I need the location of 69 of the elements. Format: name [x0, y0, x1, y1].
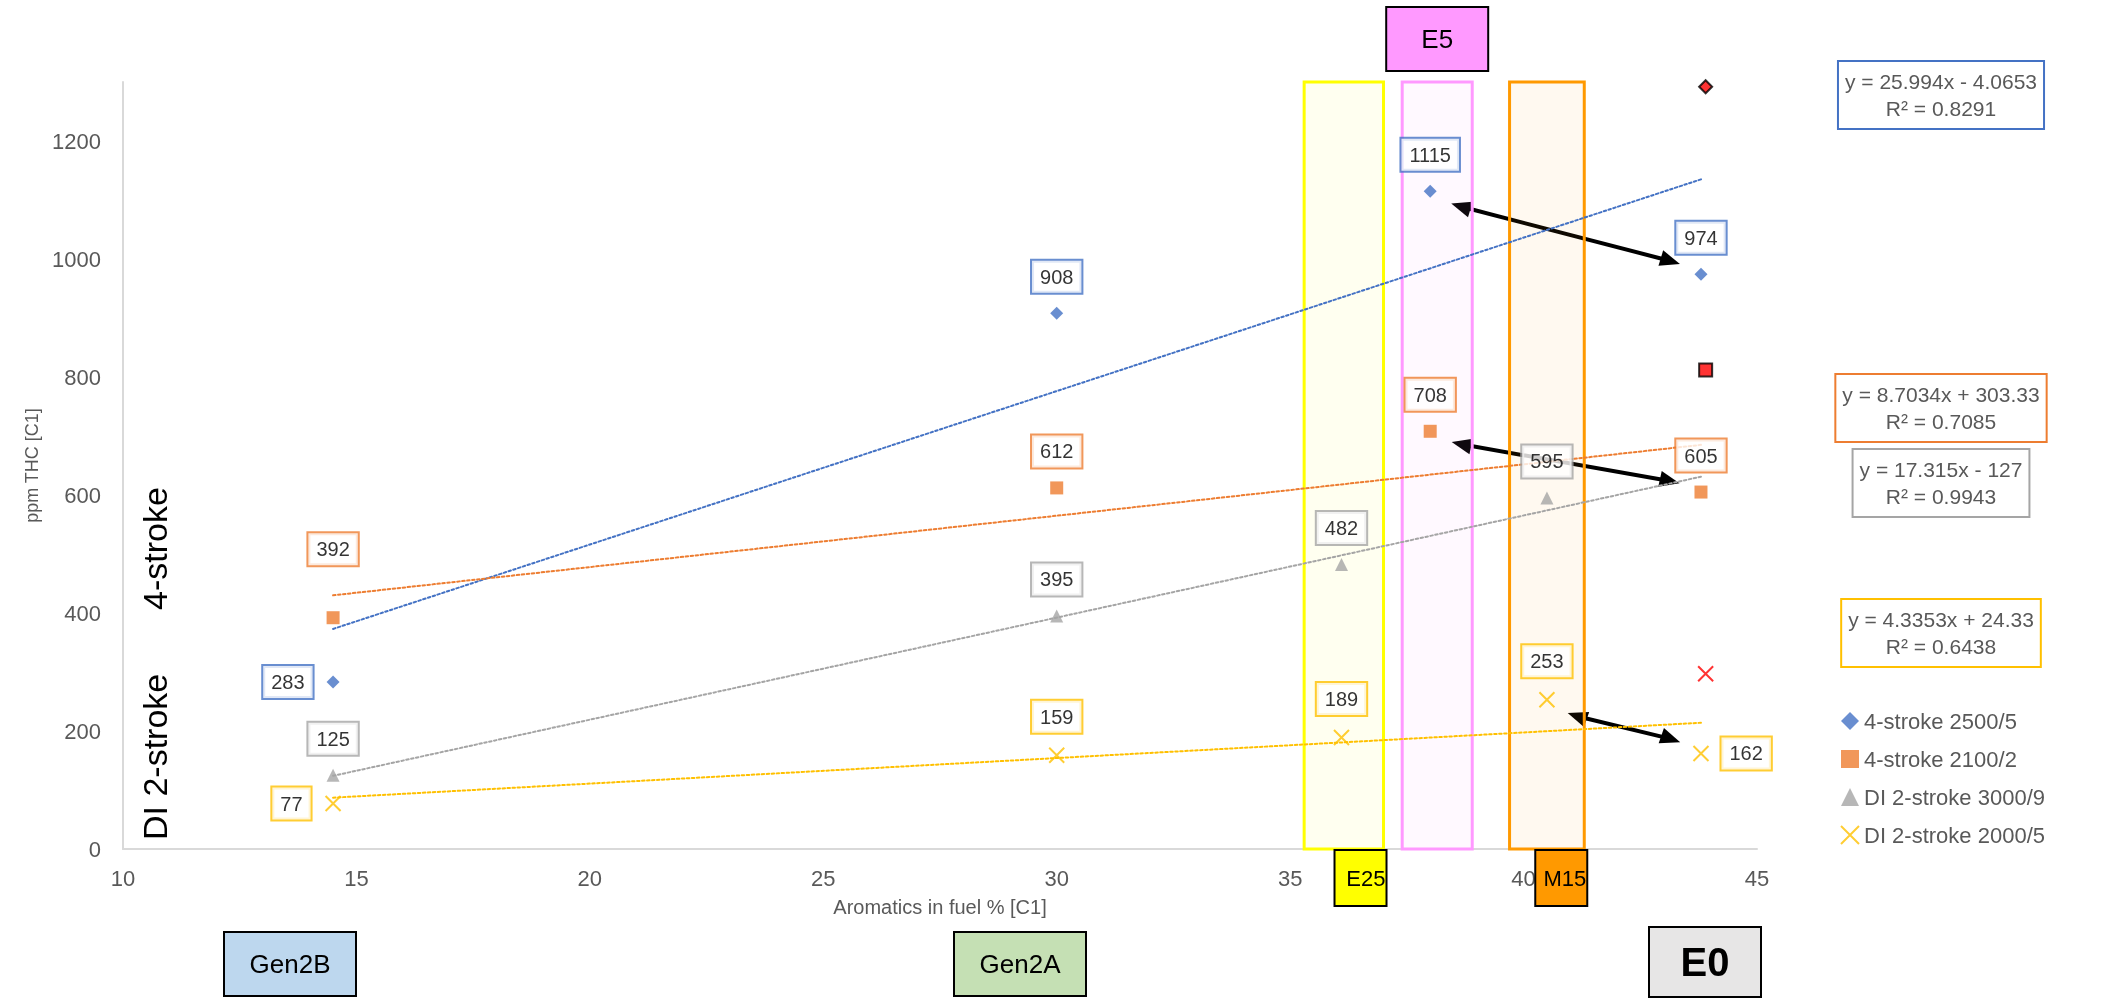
x-tick-label: 30 — [1044, 865, 1069, 891]
point — [326, 768, 340, 782]
band-label: E25 — [1346, 865, 1386, 891]
y-tick-label: 800 — [64, 364, 101, 390]
x-tick-label: 45 — [1744, 865, 1770, 891]
point — [326, 611, 340, 625]
y-tick-label: 400 — [64, 600, 101, 626]
data-label: 595 — [1530, 450, 1564, 473]
point — [1698, 362, 1714, 378]
data-label: 612 — [1040, 440, 1074, 463]
band-label: E5 — [1421, 24, 1454, 54]
point — [1048, 746, 1066, 764]
legend-label: 4-stroke 2500/5 — [1864, 708, 2017, 734]
data-label: 159 — [1040, 705, 1074, 728]
point — [1423, 424, 1437, 438]
text: y = 8.7034x + 303.33 R² = 0.7085 — [1842, 383, 2040, 433]
text: Gen2B — [249, 949, 331, 979]
data-label: 253 — [1530, 650, 1564, 673]
data-label: 77 — [280, 792, 303, 815]
band-label: M15 — [1543, 865, 1587, 891]
point — [1335, 558, 1348, 572]
text: y = 25.994x - 4.0653 R² = 0.8291 — [1844, 70, 2038, 120]
y-tick-label: 600 — [64, 482, 101, 508]
data-label: 189 — [1324, 687, 1359, 710]
data-label: 908 — [1040, 265, 1074, 288]
point — [1697, 665, 1715, 683]
point — [1694, 485, 1708, 499]
point — [1050, 609, 1064, 623]
data-label: 482 — [1324, 517, 1359, 540]
point — [1540, 491, 1554, 505]
y-tick-label: 1000 — [52, 246, 101, 272]
x-tick-label: 20 — [577, 865, 603, 891]
point — [326, 675, 340, 689]
data-label: 605 — [1684, 444, 1718, 467]
x-tick-label: 10 — [110, 865, 136, 891]
annotation: 4-stroke — [136, 487, 174, 610]
x-tick-label: 25 — [811, 865, 836, 891]
y-tick-label: 1200 — [52, 128, 101, 154]
text: E0 — [1680, 940, 1730, 984]
x-tick-label: 15 — [344, 865, 369, 891]
text: Gen2A — [979, 949, 1062, 979]
legend-label: DI 2-stroke 2000/5 — [1864, 822, 2045, 848]
legend-label: DI 2-stroke 3000/9 — [1864, 784, 2045, 810]
y-tick-label: 200 — [64, 718, 101, 744]
annotation: DI 2-stroke — [136, 673, 174, 840]
data-label: 392 — [316, 538, 350, 561]
x-tick-label: 35 — [1277, 865, 1303, 891]
data-label: 1115 — [1409, 143, 1451, 166]
point — [1050, 481, 1064, 495]
data-label: 395 — [1040, 568, 1074, 591]
data-label: 708 — [1413, 383, 1447, 406]
y-axis-title: ppm THC [C1] — [22, 408, 43, 523]
legend-label: 4-stroke 2100/2 — [1864, 746, 2017, 772]
text: y = 17.315x - 127 R² = 0.9943 — [1859, 458, 2023, 508]
x-axis-title: Aromatics in fuel % [C1] — [833, 896, 1047, 918]
point — [1423, 184, 1437, 198]
text: y = 4.3353x + 24.33 R² = 0.6438 — [1848, 608, 2034, 658]
point — [1698, 79, 1714, 95]
point — [1692, 744, 1710, 762]
data-label: 974 — [1684, 226, 1718, 249]
point — [1538, 691, 1556, 709]
y-tick-label: 0 — [88, 836, 101, 862]
point — [1050, 306, 1064, 320]
data-label: 162 — [1729, 742, 1763, 765]
data-label: 125 — [316, 727, 350, 750]
point — [1694, 267, 1708, 281]
data-label: 283 — [271, 671, 305, 694]
point — [324, 795, 342, 813]
point — [1333, 728, 1350, 746]
